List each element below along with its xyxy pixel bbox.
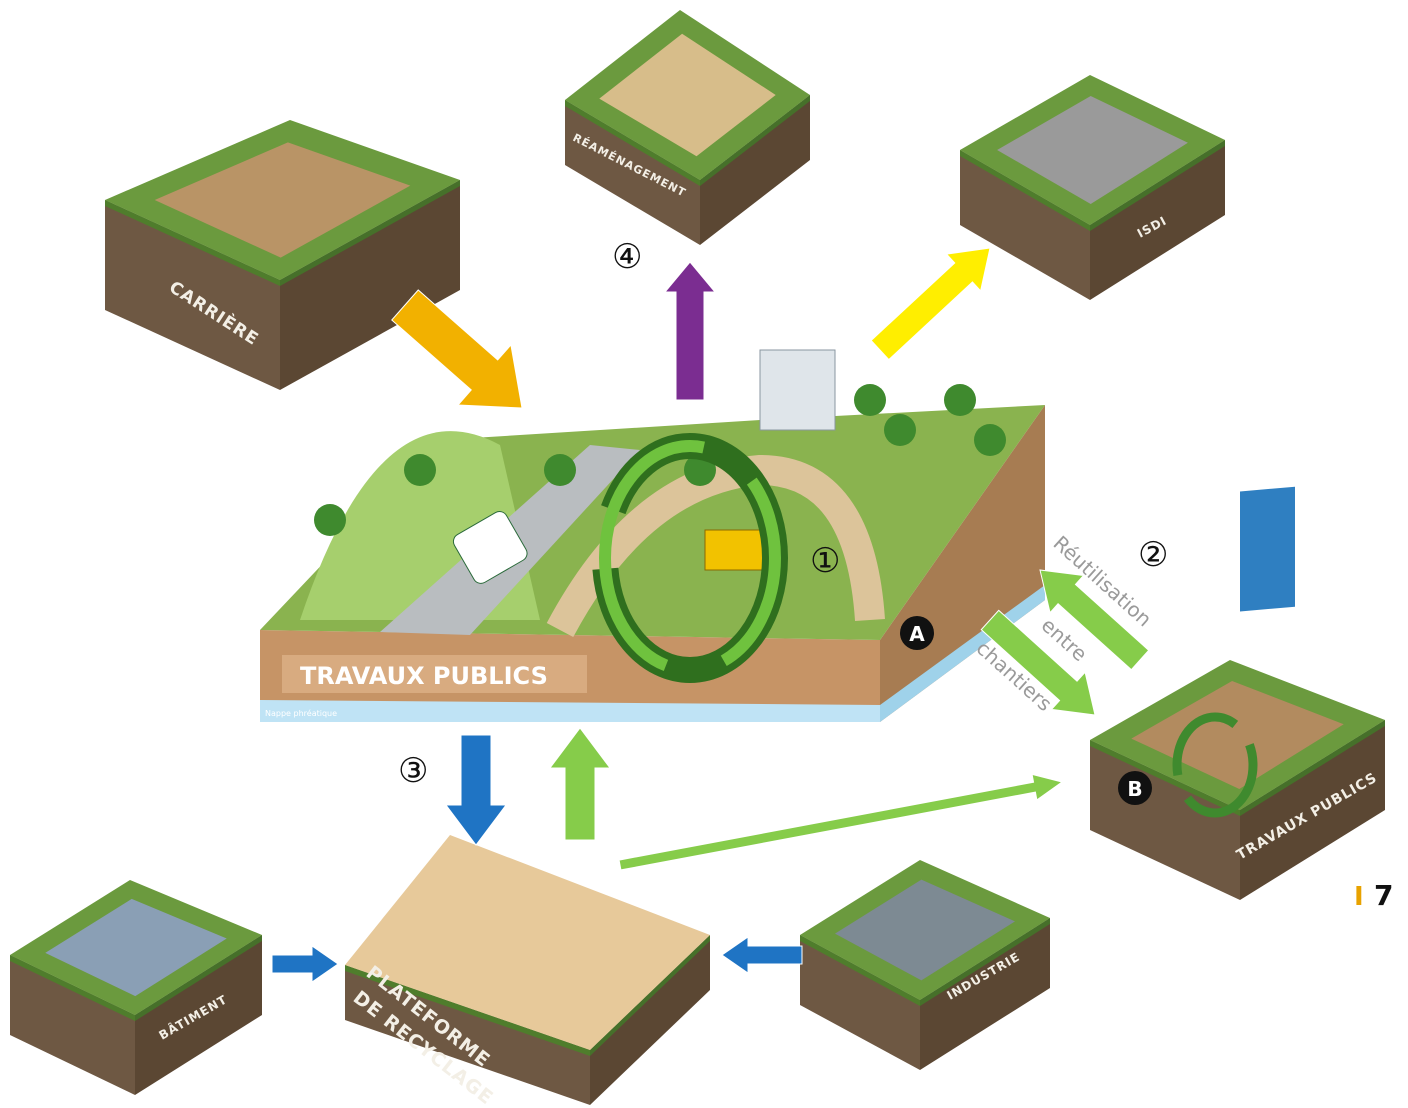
tree	[544, 454, 576, 486]
step-number: ③	[398, 751, 428, 791]
arrow	[272, 946, 338, 982]
arrow	[665, 262, 715, 400]
arrow	[619, 774, 1062, 870]
page-separator: I	[1354, 882, 1364, 912]
tree	[404, 454, 436, 486]
step-number: ①	[810, 541, 840, 581]
arrow	[871, 248, 990, 360]
diagram: TRAVAUX PUBLICS Nappe phréatique CARRIÈR…	[0, 0, 1408, 1108]
tree	[314, 504, 346, 536]
step-number: ④	[612, 237, 642, 277]
tree	[944, 384, 976, 416]
tree	[854, 384, 886, 416]
page-rule	[1240, 487, 1295, 612]
node-label: TRAVAUX PUBLICS	[300, 662, 548, 690]
arrow	[392, 290, 522, 408]
shapes	[10, 10, 1385, 1105]
arrow	[446, 735, 506, 845]
tree	[974, 424, 1006, 456]
marker-label: B	[1127, 777, 1142, 801]
water-table-label: Nappe phréatique	[265, 708, 337, 718]
arrow	[550, 728, 610, 840]
building	[760, 350, 835, 430]
page-number: 7	[1374, 879, 1393, 912]
arrow	[722, 937, 802, 973]
tree	[884, 414, 916, 446]
marker-label: A	[909, 622, 925, 646]
step-number: ②	[1138, 535, 1168, 575]
